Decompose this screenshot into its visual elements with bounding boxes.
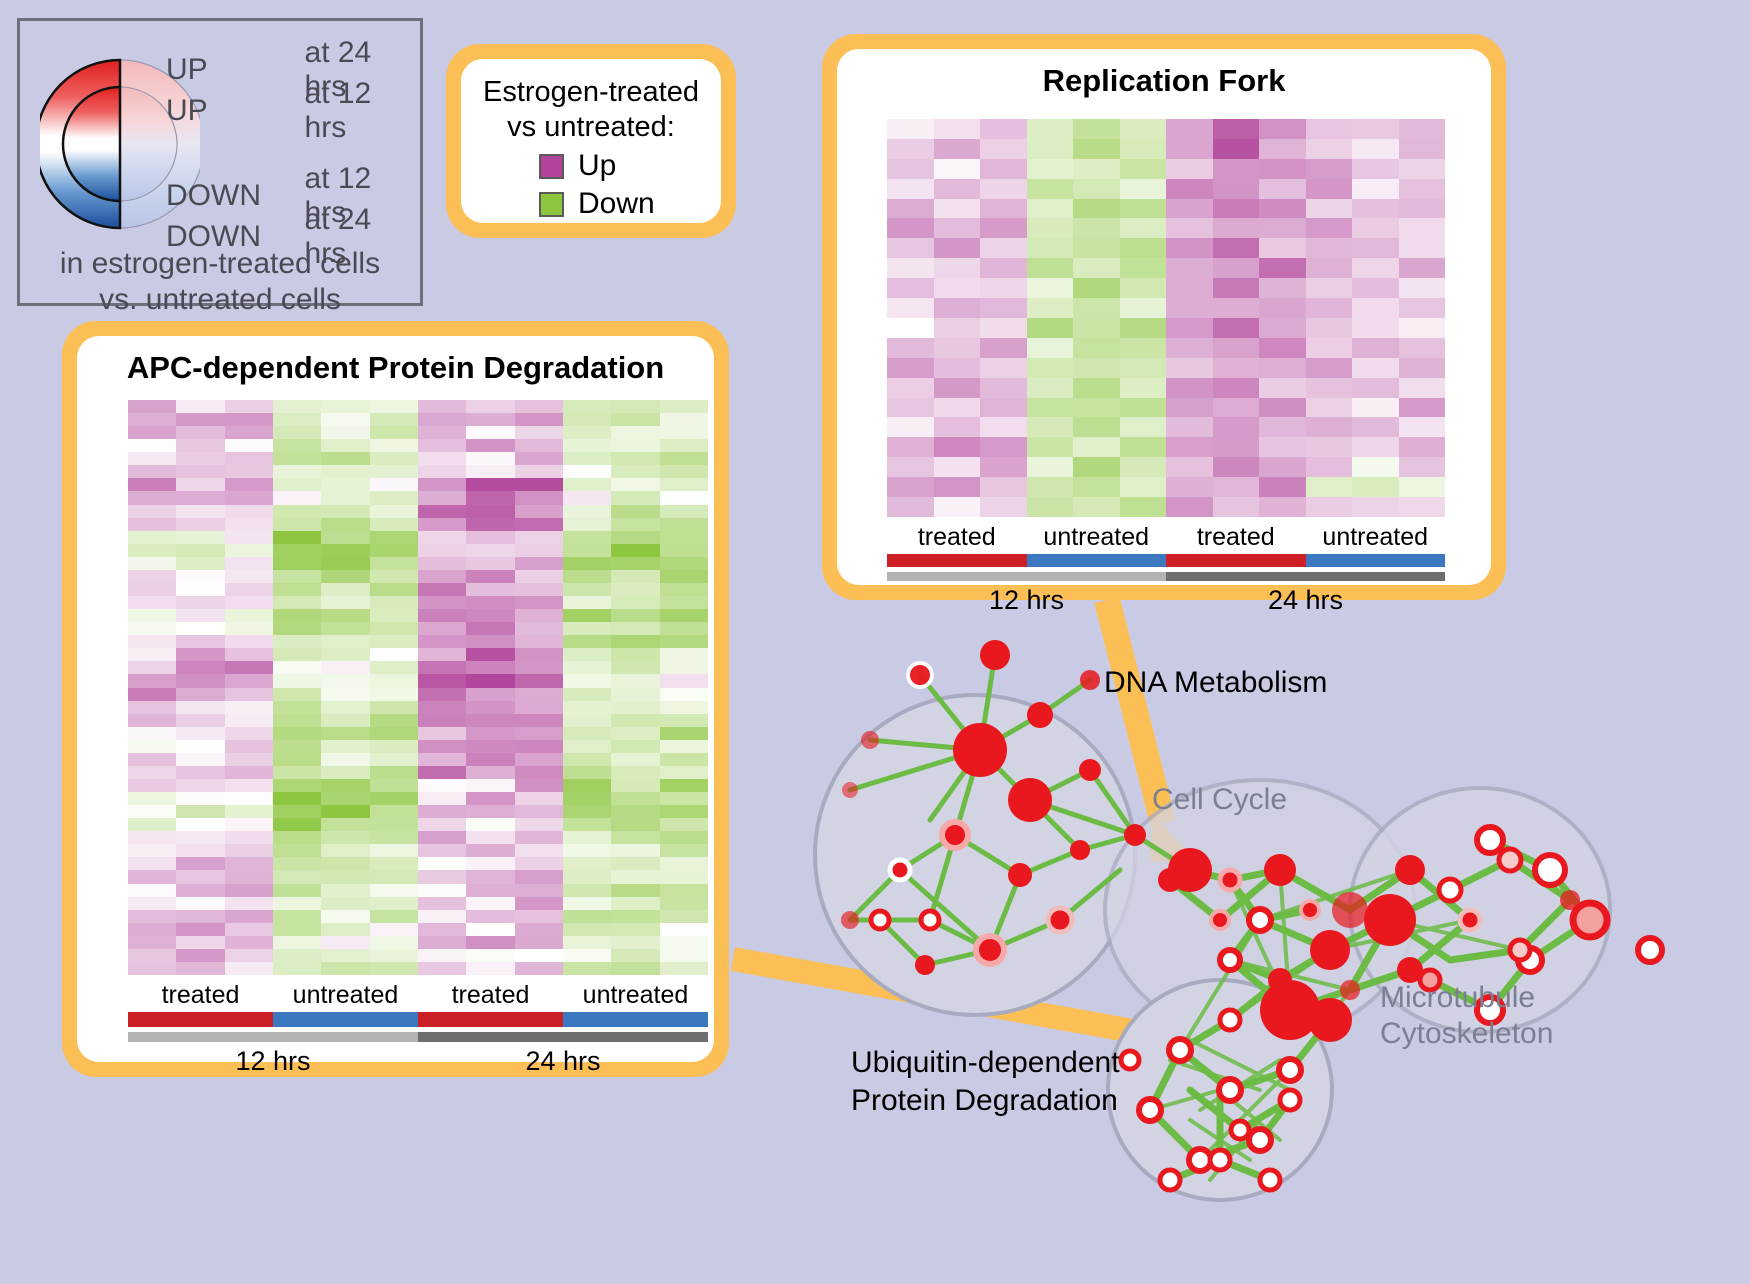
up-label: Up [578,149,617,182]
rf-bar-untreated-12 [1026,554,1166,567]
replication-fork-axis: treated untreated treated untreated 12 h… [887,523,1445,616]
ubiquitin-label-line1: Ubiquitin-dependent [851,1046,1120,1079]
up-color-swatch [539,153,564,179]
colormap-legend-footer: in estrogen-treated cells vs. untreated … [20,246,420,318]
network-nodes [841,640,1665,1193]
legend-time-up-12: at 12 hrs [304,76,372,144]
ubiquitin-label-line2: Protein Degradation [851,1084,1118,1117]
apc-axis: treated untreated treated untreated 12 h… [128,981,708,1077]
rf-time-12: 12 hrs [988,585,1065,615]
rf-bar-untreated-24 [1305,554,1445,567]
estrogen-legend-panel: Estrogen-treated vs untreated: Up Down [446,44,736,238]
apc-group-names: treated untreated treated untreated [128,981,708,1010]
legend-time-up-24: at 24 hrs [304,35,372,103]
down-color-swatch [539,191,564,217]
cluster-label-ubiquitin-degradation: Ubiquitin-dependent Protein Degradation [851,1044,1120,1120]
estrogen-legend-title-line2: vs untreated: [507,111,675,143]
legend-row-down-12: DOWN at 12 hrs [166,162,420,229]
rf-group-2: treated [1196,523,1275,551]
apc-group-3: untreated [582,981,689,1009]
estrogen-legend-title: Estrogen-treated vs untreated: [461,75,721,145]
down-label: Down [578,187,655,220]
rf-bar-treated-24 [1166,554,1306,567]
apc-treatment-bar [128,1012,708,1027]
apc-bar-treated-24 [418,1012,563,1027]
rf-time-bar [887,572,1445,581]
apc-panel-title: APC-dependent Protein Degradation [126,350,665,385]
rf-bar-treated-12 [887,554,1027,567]
colormap-legend-rows: UP at 24 hrs UP at 12 hrs DOWN at 12 hrs… [166,36,420,270]
legend-row-up-24: UP at 24 hrs [166,36,420,103]
estrogen-legend-item-up: Up [539,149,721,183]
colormap-legend-box: UP at 24 hrs UP at 12 hrs DOWN at 12 hrs… [17,18,423,316]
legend-footer-line2: vs. untreated cells [99,283,341,316]
apc-bar-24hrs [418,1032,708,1042]
apc-bar-untreated-24 [563,1012,708,1027]
rf-group-names: treated untreated treated untreated [887,523,1445,552]
rf-time-labels: 12 hrs 24 hrs [887,585,1445,616]
replication-fork-panel: Replication Fork treated untreated treat… [822,34,1506,615]
legend-label-down-24: DOWN [166,219,261,253]
apc-bar-untreated-12 [273,1012,418,1027]
apc-degradation-panel: APC-dependent Protein Degradation treate… [62,321,729,1077]
apc-time-bar [128,1032,708,1042]
apc-time-12: 12 hrs [235,1046,311,1076]
legend-time-down-24: at 24 hrs [304,202,372,270]
apc-group-2: treated [451,981,530,1009]
apc-time-24: 24 hrs [525,1046,601,1076]
apc-time-labels: 12 hrs 24 hrs [128,1046,708,1077]
apc-bar-treated-12 [128,1012,273,1027]
cluster-label-cell-cycle: Cell Cycle [1152,783,1288,816]
rf-treatment-bar [887,554,1445,567]
replication-fork-title: Replication Fork [1042,63,1286,98]
microtubule-label-line2: Cytoskeleton [1380,1017,1554,1050]
cluster-label-microtubule-cytoskeleton: Microtubule Cytoskeleton [1380,980,1553,1052]
legend-row-up-12: UP at 12 hrs [166,77,420,144]
rf-group-3: untreated [1322,523,1429,551]
rf-bar-12hrs [887,572,1166,581]
estrogen-legend-title-line1: Estrogen-treated [482,76,699,108]
apc-group-0: treated [161,981,240,1009]
network-diagram [790,620,1750,1279]
rf-group-0: treated [917,523,996,551]
rf-group-1: untreated [1043,523,1150,551]
replication-fork-heatmap [887,119,1445,517]
apc-degradation-heatmap [128,400,708,975]
legend-label-up-24: UP [166,52,208,86]
cluster-halos [813,693,1612,1202]
apc-group-1: untreated [292,981,399,1009]
rf-time-24: 24 hrs [1267,585,1344,615]
legend-label-down-12: DOWN [166,178,261,212]
legend-time-down-12: at 12 hrs [304,161,372,229]
legend-footer-line1: in estrogen-treated cells [59,247,381,280]
legend-label-up-12: UP [166,93,208,127]
apc-bar-12hrs [128,1032,418,1042]
rf-bar-24hrs [1166,572,1445,581]
cluster-label-dna-metabolism: DNA Metabolism [1104,666,1328,699]
estrogen-legend-item-down: Down [539,187,721,221]
microtubule-label-line1: Microtubule [1380,981,1536,1014]
legend-row-down-24: DOWN at 24 hrs [166,203,420,270]
